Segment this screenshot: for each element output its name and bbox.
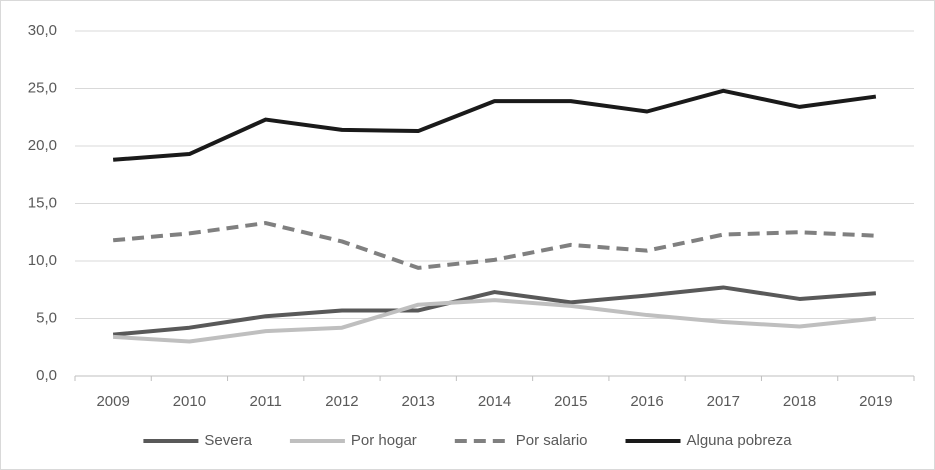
x-tick-label: 2010 xyxy=(173,393,206,410)
y-tick-label: 20,0 xyxy=(28,137,57,154)
series-line xyxy=(112,221,876,270)
x-tick-label: 2019 xyxy=(859,393,892,410)
legend-label: Por salario xyxy=(516,432,588,449)
y-tick-label: 30,0 xyxy=(28,22,57,39)
y-tick-label: 10,0 xyxy=(28,252,57,269)
series-line xyxy=(113,298,877,344)
x-tick-label: 2016 xyxy=(630,393,663,410)
series-line xyxy=(112,285,877,337)
x-tick-label: 2009 xyxy=(96,393,129,410)
x-tick-label: 2013 xyxy=(402,393,435,410)
y-tick-label: 15,0 xyxy=(28,194,57,211)
legend-label: Severa xyxy=(204,432,252,449)
x-tick-label: 2011 xyxy=(250,393,282,410)
y-tick-label: 0,0 xyxy=(36,367,57,384)
x-tick-label: 2017 xyxy=(707,393,740,410)
y-tick-label: 5,0 xyxy=(36,309,57,326)
x-tick-label: 2015 xyxy=(554,393,587,410)
series-line xyxy=(112,88,877,162)
legend-label: Alguna pobreza xyxy=(687,432,793,449)
y-tick-label: 25,0 xyxy=(28,79,57,96)
x-tick-label: 2012 xyxy=(325,393,358,410)
legend-label: Por hogar xyxy=(351,432,417,449)
x-tick-label: 2018 xyxy=(783,393,816,410)
x-tick-label: 2014 xyxy=(478,393,511,410)
